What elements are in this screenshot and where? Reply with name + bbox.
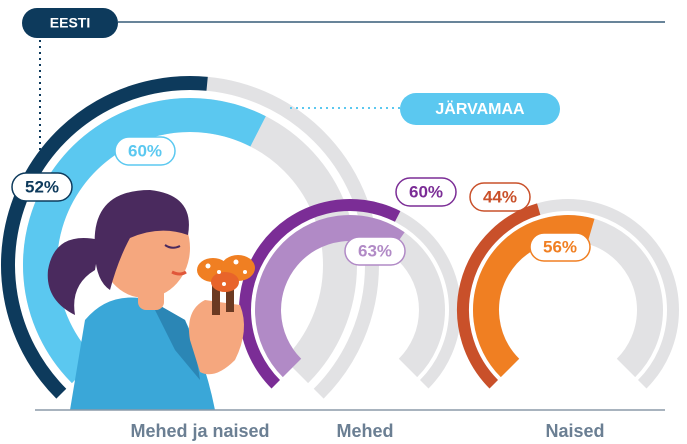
value-pill (114, 136, 176, 166)
legend-pill (400, 93, 560, 125)
category-label: Mehed ja naised (130, 421, 269, 441)
illustration (47, 190, 255, 410)
value-label: 44% (483, 187, 517, 206)
label-layer: 52% 60% Mehed ja naised 60% 63% Mehed 44% 56% Na… (11, 8, 665, 441)
donut-layer (1, 76, 679, 399)
eye (164, 244, 181, 249)
value-label: 63% (358, 241, 392, 260)
value-label: 60% (128, 141, 162, 160)
legend-pill (22, 8, 118, 38)
ring-arc (457, 203, 541, 389)
ring-arc (255, 215, 405, 378)
dot (243, 270, 247, 274)
ring-arc (473, 215, 595, 378)
value-pill (529, 232, 591, 262)
shirt-shade (150, 300, 200, 380)
value-label: 60% (409, 182, 443, 201)
ponytail (47, 238, 100, 315)
value-label: 56% (543, 237, 577, 256)
legend-label: JÄRVAMAA (435, 100, 525, 118)
category-label: Mehed (336, 421, 393, 441)
mouth (171, 270, 187, 276)
category-label: Naised (545, 421, 604, 441)
value-pill (395, 177, 457, 207)
hand (189, 300, 244, 375)
dot (205, 263, 211, 269)
hair (94, 190, 189, 290)
dot (233, 259, 239, 265)
ring-arc (239, 199, 401, 389)
dot (217, 270, 221, 274)
mushroom-stem (212, 285, 220, 315)
legend-label: EESTI (50, 15, 90, 31)
value-pill (469, 182, 531, 212)
value-pill (344, 236, 406, 266)
value-label: 52% (25, 177, 59, 196)
mushroom-stem (226, 282, 234, 312)
dot (222, 282, 226, 286)
value-pill (11, 172, 73, 202)
mushroom-cap (211, 272, 239, 292)
